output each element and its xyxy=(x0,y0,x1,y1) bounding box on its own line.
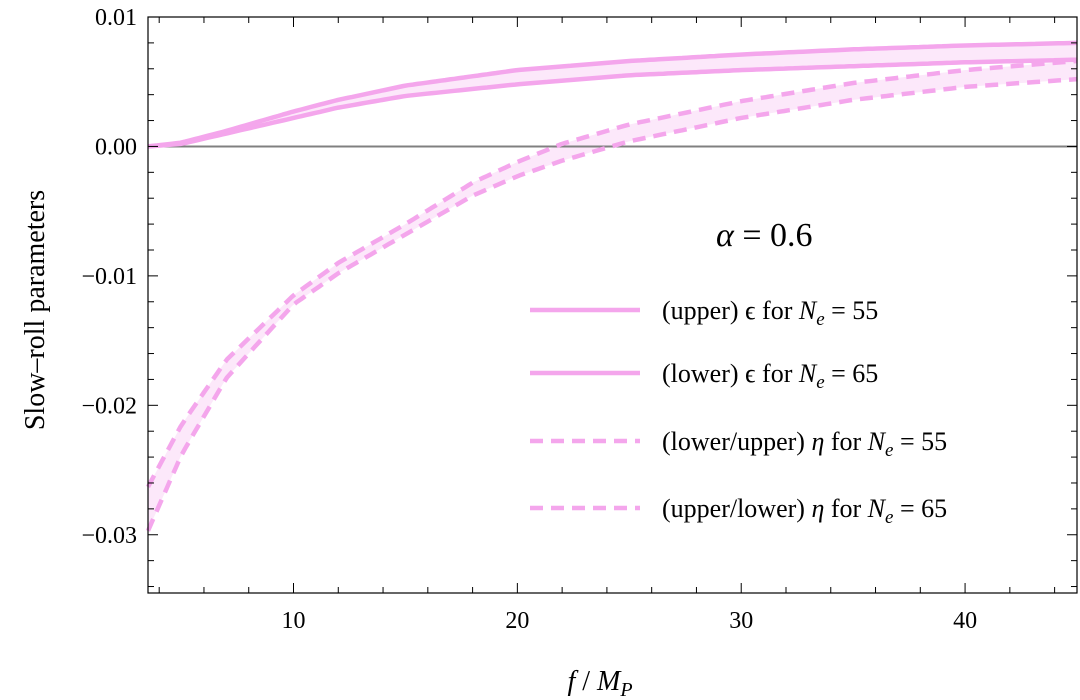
legend-mid: for xyxy=(824,494,867,523)
series-line-1 xyxy=(147,40,1078,149)
legend-label-4: (upper/lower) η for Ne = 65 xyxy=(662,494,947,528)
legend-subscript: e xyxy=(816,372,824,393)
plot-border xyxy=(147,16,1078,594)
alpha-value: = 0.6 xyxy=(734,217,813,254)
x-tick-label: 30 xyxy=(729,608,753,634)
x-tick-label: 40 xyxy=(953,608,977,634)
alpha-symbol: α xyxy=(716,217,735,254)
y-tick-label: 0.01 xyxy=(95,5,137,31)
legend-suffix: = 65 xyxy=(893,494,947,523)
legend-mid: for xyxy=(824,427,867,456)
y-axis-title: Slow–roll parameters xyxy=(20,190,51,430)
series-line-2 xyxy=(147,57,1078,149)
legend-prefix: (lower/upper) xyxy=(662,427,811,456)
tick-layer: 10 20 30 40 0.01 0.00 −0.01 −0.02 −0.03 xyxy=(81,5,1077,634)
legend-symbol: N xyxy=(867,494,887,523)
y-tick-label: −0.03 xyxy=(81,523,137,549)
legend-prefix: (upper/lower) xyxy=(662,494,811,523)
legend-prefix: (lower) ϵ for xyxy=(662,359,799,388)
plot-frame xyxy=(147,16,1078,594)
x-axis-title-m: M xyxy=(596,666,622,697)
legend-symbol: N xyxy=(867,427,887,456)
series-line-4 xyxy=(145,76,1078,532)
legend-suffix: = 65 xyxy=(825,359,879,388)
x-axis-title-f: f xyxy=(567,666,578,697)
y-tick-label: 0.00 xyxy=(95,134,137,160)
legend: (upper) ϵ for Ne = 55 (lower) ϵ for Ne = … xyxy=(530,296,947,528)
legend-suffix: = 55 xyxy=(893,427,947,456)
x-tick-label: 20 xyxy=(505,608,529,634)
series-layer xyxy=(145,40,1078,532)
x-axis-title-sub: P xyxy=(619,679,632,700)
legend-suffix: = 55 xyxy=(825,296,879,325)
x-axis-title-sep: / xyxy=(575,666,597,697)
legend-symbol: N xyxy=(798,359,818,388)
legend-symbol: N xyxy=(798,296,818,325)
legend-label-3: (lower/upper) η for Ne = 55 xyxy=(662,427,947,461)
legend-label-2: (lower) ϵ for Ne = 65 xyxy=(662,359,878,393)
series-line-3 xyxy=(146,58,1078,488)
legend-greek: η xyxy=(811,494,824,523)
y-tick-label: −0.02 xyxy=(81,393,137,419)
legend-label-1: (upper) ϵ for Ne = 55 xyxy=(662,296,878,330)
eta-band xyxy=(148,61,1077,531)
legend-prefix: (upper) ϵ for xyxy=(662,296,799,325)
y-tick-label: −0.01 xyxy=(81,264,137,290)
legend-greek: η xyxy=(811,427,824,456)
legend-subscript: e xyxy=(816,309,824,330)
x-axis-title: f / MP xyxy=(567,666,632,700)
legend-subscript: e xyxy=(885,440,893,461)
legend-subscript: e xyxy=(885,507,893,528)
alpha-annotation: α = 0.6 xyxy=(716,217,813,254)
x-tick-label: 10 xyxy=(282,608,306,634)
band-layer xyxy=(148,42,1077,531)
